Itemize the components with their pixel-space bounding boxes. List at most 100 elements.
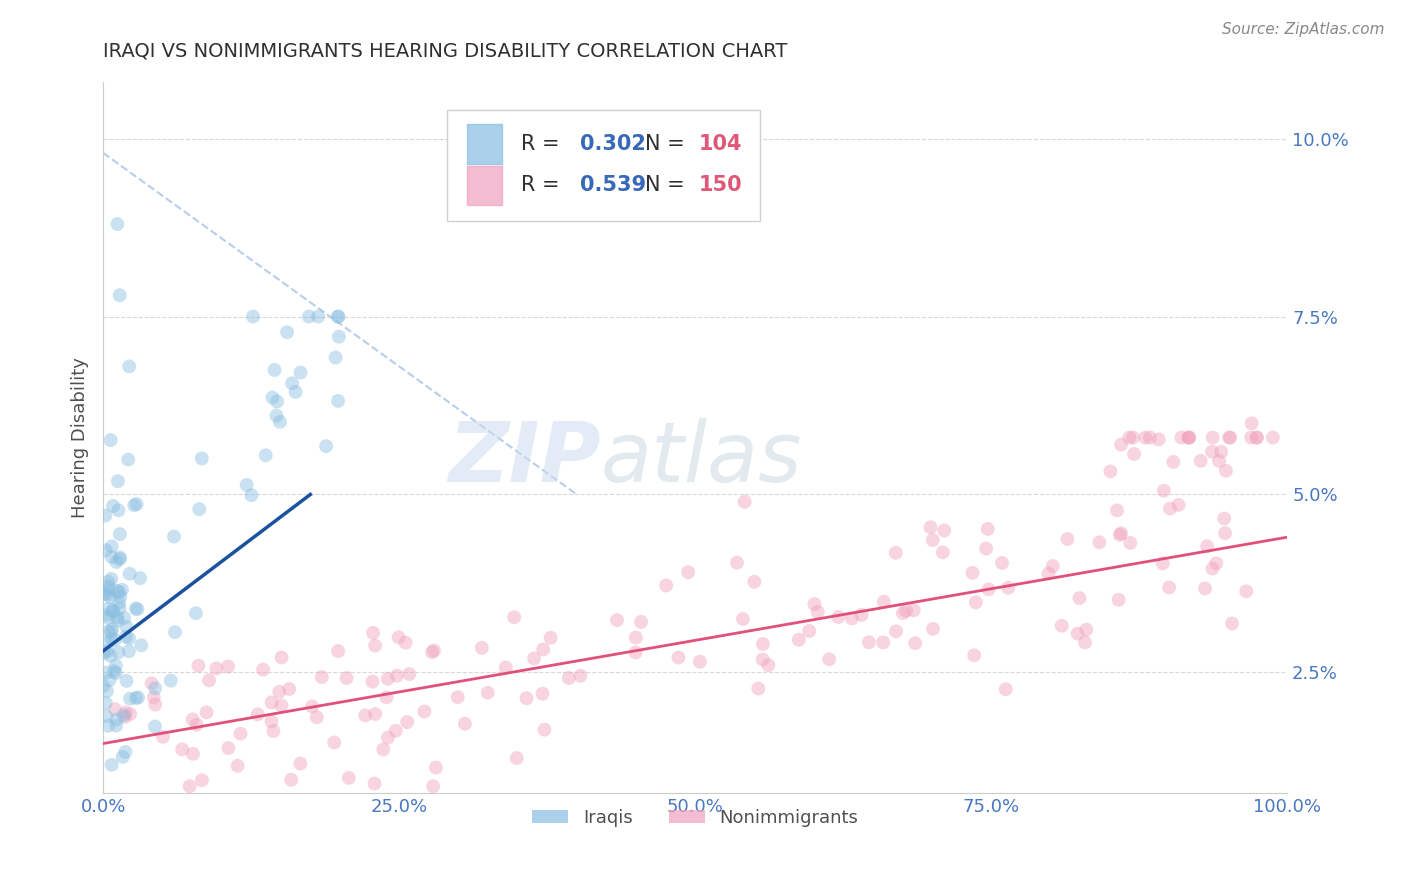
- Point: [217, 659, 239, 673]
- Text: ZIP: ZIP: [449, 418, 600, 500]
- Point: [191, 451, 214, 466]
- Point: [96, 709, 118, 723]
- Point: [377, 731, 399, 745]
- Point: [523, 651, 546, 665]
- Point: [827, 610, 849, 624]
- Point: [422, 779, 444, 793]
- Point: [668, 650, 690, 665]
- Point: [98, 590, 121, 604]
- Point: [122, 498, 145, 512]
- Point: [107, 610, 129, 624]
- Point: [112, 708, 135, 723]
- Point: [100, 433, 122, 447]
- Point: [328, 329, 350, 343]
- Point: [114, 745, 136, 759]
- Point: [94, 696, 117, 710]
- Point: [326, 393, 349, 408]
- Point: [872, 635, 894, 649]
- Point: [841, 611, 863, 625]
- Point: [269, 415, 291, 429]
- Point: [127, 602, 149, 616]
- Point: [1118, 431, 1140, 445]
- Text: 150: 150: [699, 175, 742, 195]
- Point: [226, 758, 249, 772]
- Point: [396, 715, 419, 730]
- Point: [107, 474, 129, 488]
- Point: [922, 622, 945, 636]
- Point: [977, 522, 1000, 536]
- Point: [276, 325, 298, 339]
- Point: [229, 726, 252, 740]
- Point: [1157, 581, 1180, 595]
- Text: N =: N =: [645, 134, 692, 153]
- Point: [104, 702, 127, 716]
- Point: [997, 581, 1019, 595]
- Point: [1246, 431, 1268, 445]
- Point: [125, 497, 148, 511]
- Point: [725, 556, 748, 570]
- Point: [1119, 536, 1142, 550]
- Point: [731, 612, 754, 626]
- Point: [1201, 431, 1223, 445]
- Point: [1163, 455, 1185, 469]
- Point: [606, 613, 628, 627]
- Point: [328, 310, 350, 324]
- Point: [96, 608, 118, 623]
- Text: 0.539: 0.539: [581, 175, 647, 195]
- Point: [394, 635, 416, 649]
- Point: [143, 681, 166, 696]
- Point: [1076, 623, 1098, 637]
- Point: [246, 707, 269, 722]
- Point: [108, 527, 131, 541]
- Point: [1066, 626, 1088, 640]
- Point: [756, 658, 779, 673]
- Point: [1069, 591, 1091, 606]
- Point: [471, 640, 494, 655]
- Point: [1240, 431, 1263, 445]
- Point: [375, 690, 398, 705]
- Point: [447, 690, 470, 705]
- Point: [159, 673, 181, 688]
- Point: [97, 611, 120, 625]
- Point: [335, 671, 357, 685]
- Point: [1099, 464, 1122, 478]
- Point: [921, 533, 943, 547]
- Point: [1178, 431, 1201, 445]
- Point: [100, 540, 122, 554]
- Point: [994, 682, 1017, 697]
- Point: [101, 603, 124, 617]
- Point: [1211, 444, 1233, 458]
- Point: [217, 741, 239, 756]
- Point: [506, 751, 529, 765]
- Point: [1135, 431, 1157, 445]
- Text: 0.302: 0.302: [581, 134, 647, 153]
- Point: [752, 637, 775, 651]
- Point: [1208, 454, 1230, 468]
- Point: [96, 644, 118, 658]
- Point: [108, 601, 131, 615]
- Point: [1109, 526, 1132, 541]
- Point: [262, 724, 284, 739]
- Point: [398, 667, 420, 681]
- Point: [630, 615, 652, 629]
- Point: [103, 604, 125, 618]
- Point: [105, 713, 128, 727]
- Point: [112, 611, 135, 625]
- Point: [1105, 503, 1128, 517]
- Point: [278, 681, 301, 696]
- Point: [531, 642, 554, 657]
- Point: [803, 597, 825, 611]
- Point: [107, 503, 129, 517]
- Point: [326, 310, 349, 324]
- Point: [361, 674, 384, 689]
- Text: N =: N =: [645, 175, 692, 195]
- Point: [364, 706, 387, 721]
- Point: [326, 644, 349, 658]
- Point: [1240, 417, 1263, 431]
- Point: [129, 639, 152, 653]
- Point: [260, 695, 283, 709]
- Point: [111, 582, 134, 597]
- Point: [413, 705, 436, 719]
- Point: [111, 750, 134, 764]
- Point: [172, 742, 194, 756]
